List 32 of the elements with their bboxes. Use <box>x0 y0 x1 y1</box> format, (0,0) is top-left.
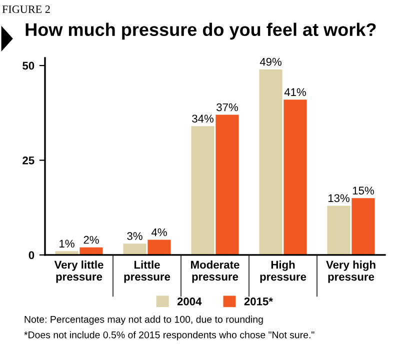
x-tick-label: High pressure <box>260 260 306 283</box>
bar <box>327 206 350 255</box>
bar <box>216 114 239 255</box>
bar <box>123 244 146 255</box>
x-tick-label: Moderate pressure <box>191 260 240 283</box>
data-label: 37% <box>216 103 238 112</box>
chart-title: How much pressure do you feel at work? <box>26 22 376 40</box>
data-label: 4% <box>151 228 167 236</box>
bar <box>148 240 171 255</box>
x-tick-label: Very little pressure <box>54 260 104 283</box>
bar <box>259 69 282 255</box>
legend-label: 2004 <box>177 297 202 306</box>
text: Note: Percentages may not add to 100, due to rounding <box>24 316 263 325</box>
data-label: 1% <box>60 240 74 248</box>
data-label: 13% <box>328 194 350 202</box>
data-label: 49% <box>260 58 282 66</box>
text: *Does not include 0.5% of 2015 respondents who chose "Not sure." <box>24 331 314 340</box>
bar <box>191 126 214 255</box>
data-label: 15% <box>352 186 374 195</box>
data-label: 2% <box>84 236 99 244</box>
x-tick-label: Little pressure <box>124 260 170 283</box>
data-label: 41% <box>284 88 306 96</box>
caption: FIGURE 2 <box>2 6 50 13</box>
data-label: 3% <box>127 232 142 240</box>
bar <box>352 198 375 255</box>
y-tick-label: 50 <box>22 62 34 70</box>
data-label: 34% <box>192 114 214 123</box>
legend-label: 2015* <box>244 297 273 306</box>
bar <box>284 100 307 255</box>
y-tick-label: 0 <box>28 251 34 260</box>
x-tick-label: Very high pressure <box>326 260 376 283</box>
y-tick-label: 25 <box>22 156 34 164</box>
